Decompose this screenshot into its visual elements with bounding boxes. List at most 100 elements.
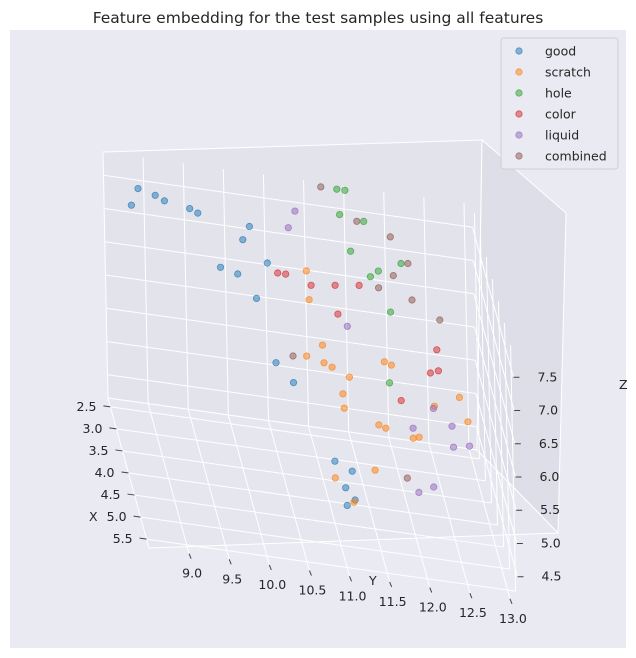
y-tick-label: 10.0 [258, 577, 286, 592]
y-tick-label: 12.0 [419, 600, 447, 615]
legend-marker [515, 68, 523, 76]
data-point [245, 222, 253, 231]
y-tick-mark [228, 559, 232, 565]
data-point [343, 322, 351, 330]
z-grid-right [472, 260, 515, 411]
x-grid-floor [110, 406, 480, 460]
z-axis-ticks: 4.5 5.0 5.5 6.0 6.5 7.0 7.5 [513, 369, 561, 584]
y-axis-ticks: 9.0 9.5 10.0 10.5 11.0 11.5 12.0 12.5 13.0 [182, 553, 527, 626]
y-tick-mark [469, 593, 473, 599]
legend-marker [515, 110, 523, 118]
z-grid-right [474, 326, 516, 478]
y-tick-mark [308, 570, 312, 576]
data-point [194, 209, 202, 217]
x-tick-mark [109, 427, 117, 430]
series-hole [333, 185, 405, 387]
data-point [403, 474, 411, 482]
data-point [302, 267, 310, 275]
data-point [408, 296, 416, 304]
legend-marker [515, 152, 523, 160]
legend-marker [515, 131, 523, 139]
data-point [386, 308, 395, 316]
data-point [397, 259, 405, 268]
legend-marker [515, 89, 523, 97]
data-point [263, 259, 271, 267]
y-tick-mark [429, 587, 433, 593]
z-grid-right [471, 227, 514, 378]
legend-label: color [545, 107, 577, 122]
y-tick-mark [268, 564, 272, 571]
z-axis-label: Z [619, 377, 628, 392]
y-tick-label: 12.5 [459, 605, 487, 620]
data-point [449, 443, 458, 451]
data-point [291, 207, 299, 215]
data-point [339, 390, 347, 398]
data-point [430, 483, 438, 491]
x-grid-floor [146, 538, 516, 592]
data-point [409, 434, 417, 442]
data-point [134, 185, 142, 193]
floor [107, 397, 560, 549]
data-point [366, 273, 374, 281]
data-point [434, 367, 442, 375]
chart-title: Feature embedding for the test samples u… [93, 9, 544, 27]
data-point [404, 259, 412, 268]
data-point [320, 359, 328, 367]
data-point [282, 270, 290, 278]
y-tick-mark [349, 576, 353, 582]
x-tick-label: 4.0 [95, 465, 115, 480]
y-tick-mark [509, 598, 513, 605]
data-point [387, 361, 395, 369]
scatter-points [127, 183, 474, 510]
data-point [433, 346, 441, 354]
data-point [160, 197, 168, 205]
data-point [151, 191, 159, 199]
data-point [386, 233, 394, 241]
data-point [305, 296, 313, 304]
data-point [239, 236, 247, 244]
y-tick-label: 11.0 [339, 588, 367, 603]
z-grid-back [106, 340, 476, 394]
data-point [186, 205, 194, 213]
series-combined [289, 183, 444, 482]
data-point [274, 269, 282, 277]
z-grid-back [104, 241, 474, 295]
data-point [252, 294, 261, 302]
data-point [360, 217, 368, 225]
data-point [380, 358, 388, 366]
x-tick-label: 2.5 [77, 399, 97, 414]
data-point [333, 185, 341, 193]
y-tick-mark [389, 581, 393, 588]
legend-label: hole [545, 86, 572, 101]
data-point [374, 284, 383, 292]
data-point [353, 217, 361, 225]
x-tick-mark [133, 515, 141, 518]
data-point [317, 183, 325, 191]
data-point [307, 281, 315, 289]
data-point [350, 498, 358, 506]
series-scratch [302, 267, 472, 506]
legend-label: good [545, 44, 576, 59]
y-tick-label: 9.0 [182, 566, 202, 581]
z-grid-back [104, 208, 474, 262]
legend-label: liquid [545, 128, 579, 143]
x-tick-label: 5.0 [107, 509, 127, 524]
data-point [455, 393, 463, 401]
grid-lines [103, 157, 519, 600]
x-tick-mark [121, 471, 129, 474]
y-tick-mark [188, 553, 192, 559]
data-point [289, 378, 298, 387]
series-color [274, 269, 442, 405]
x-grid-floor [140, 516, 510, 570]
data-point [464, 418, 472, 426]
data-point [345, 373, 353, 381]
data-point [397, 396, 405, 405]
z-tick-label: 6.0 [540, 469, 560, 484]
data-point [216, 263, 225, 271]
data-point [343, 501, 351, 510]
data-point [371, 466, 379, 474]
data-point [331, 457, 339, 465]
data-point [289, 352, 297, 360]
data-point [355, 281, 363, 289]
